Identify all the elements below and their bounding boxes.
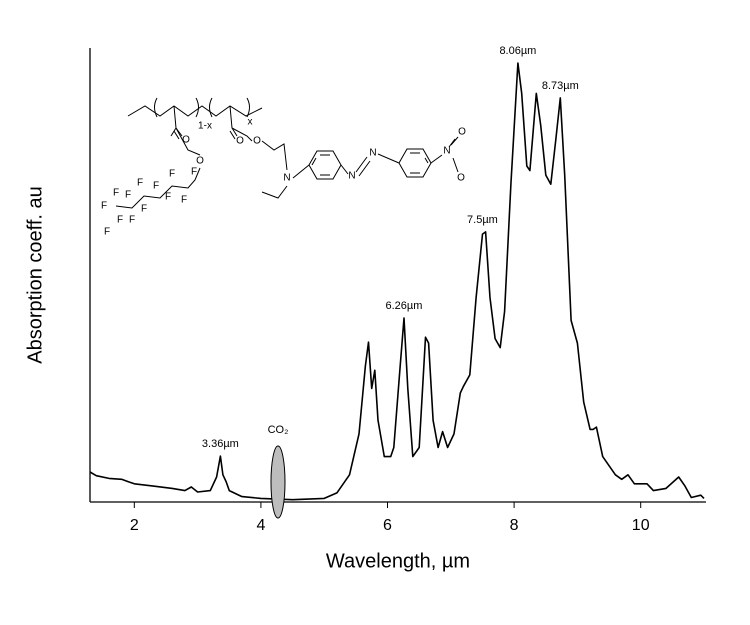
- structure-label: F: [153, 181, 159, 192]
- peak-label: 3.36µm: [202, 438, 239, 450]
- peak-label: 7.5µm: [467, 214, 498, 226]
- x-tick-label: 8: [510, 517, 519, 534]
- structure-label: F: [137, 178, 143, 189]
- structure-label: F: [191, 167, 197, 178]
- peak-label: 8.73µm: [542, 80, 579, 92]
- structure-label: O: [457, 173, 465, 184]
- structure-label: F: [113, 188, 119, 199]
- structure-label: N: [348, 171, 355, 182]
- structure-label: F: [165, 192, 171, 203]
- structure-label: F: [125, 190, 131, 201]
- structure-label: F: [181, 195, 187, 206]
- molecule-bonds: [115, 97, 459, 209]
- structure-label: x: [248, 117, 253, 128]
- co2-label: CO₂: [268, 424, 289, 436]
- structure-label: F: [104, 227, 110, 238]
- x-tick-label: 6: [383, 517, 392, 534]
- structure-label: F: [141, 204, 147, 215]
- structure-label: F: [129, 215, 135, 226]
- x-tick-label: 10: [632, 517, 650, 534]
- x-tick-label: 4: [256, 517, 265, 534]
- peak-label: 8.06µm: [499, 45, 536, 57]
- x-tick-label: 2: [130, 517, 139, 534]
- structure-label: N: [443, 146, 450, 157]
- structure-label: N: [283, 173, 290, 184]
- spectrum-line: [89, 62, 705, 501]
- structure-label: F: [117, 215, 123, 226]
- peak-label: 6.26µm: [386, 300, 423, 312]
- structure-label: F: [101, 201, 107, 212]
- y-axis-title: Absorption coeff. au: [24, 186, 46, 364]
- structure-label: N: [369, 148, 376, 159]
- structure-label: O: [182, 135, 190, 146]
- structure-label: O: [253, 136, 261, 147]
- structure-label: 1-x: [198, 121, 212, 132]
- structure-label: O: [458, 127, 466, 138]
- co2-marker: [270, 445, 286, 519]
- structure-label: F: [169, 169, 175, 180]
- structure-label: O: [196, 156, 204, 167]
- x-axis-title: Wavelength, µm: [326, 550, 470, 572]
- structure-label: O: [236, 136, 244, 147]
